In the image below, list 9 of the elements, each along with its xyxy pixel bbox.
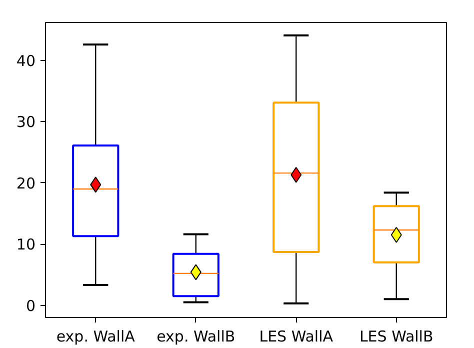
y-tick-label: 20 [16, 174, 36, 192]
y-tick-label: 40 [16, 52, 36, 70]
x-tick-label: LES WallA [259, 328, 334, 346]
x-tick-label: LES WallB [359, 328, 434, 346]
y-tick-label: 0 [26, 296, 36, 315]
x-tick-label: exp. WallA [56, 328, 136, 346]
y-tick-label: 30 [16, 113, 36, 132]
x-tick-label: exp. WallB [156, 328, 236, 346]
y-tick-label: 10 [16, 236, 36, 254]
